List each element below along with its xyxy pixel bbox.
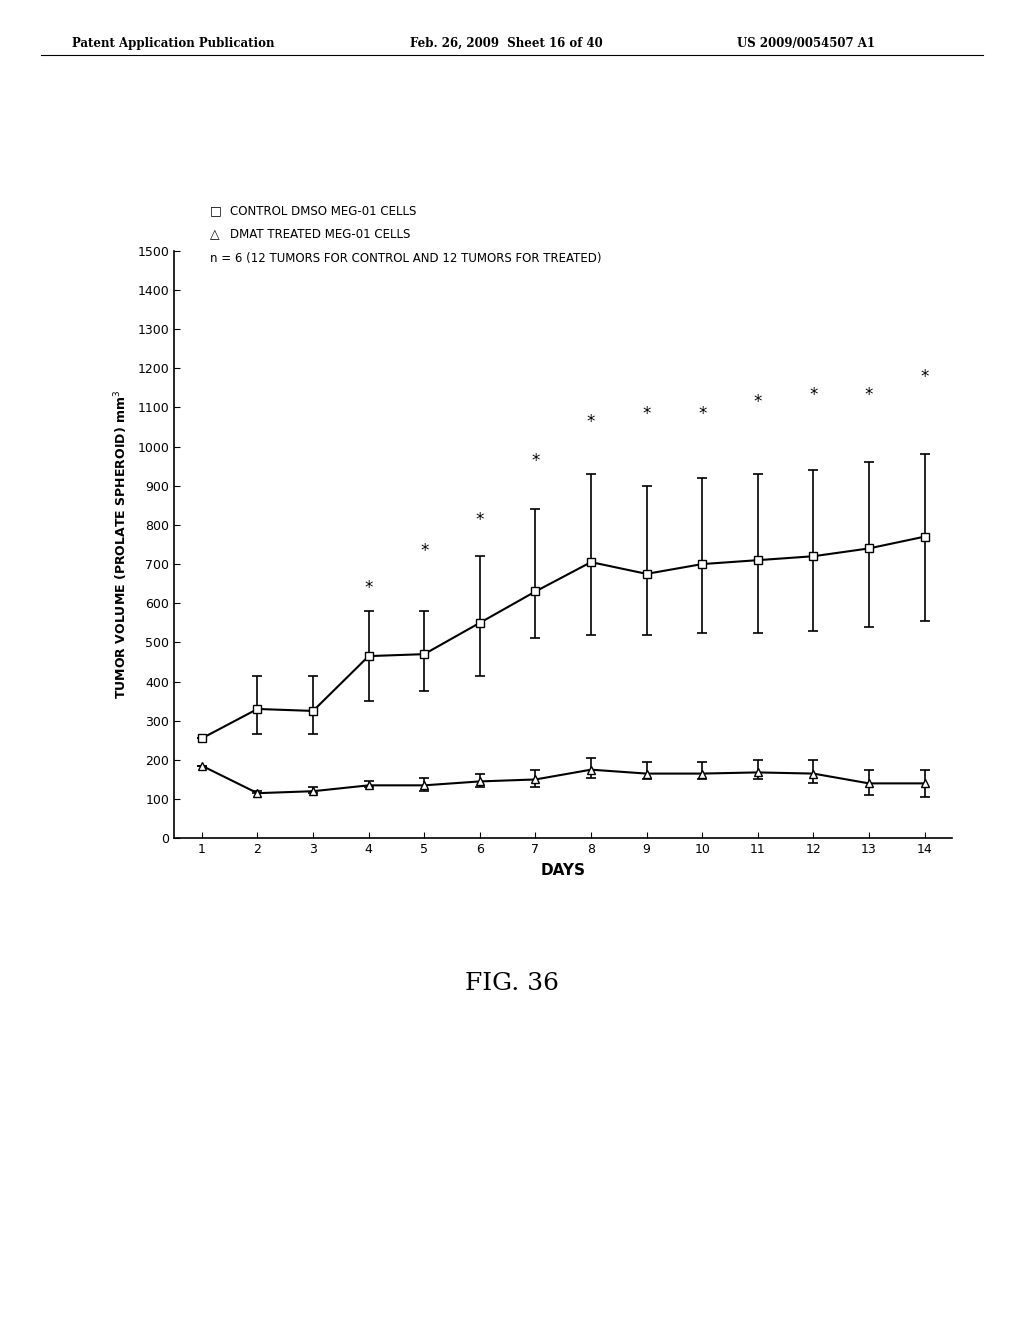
Text: *: * [754,393,762,412]
Text: *: * [531,451,540,470]
Text: CONTROL DMSO MEG-01 CELLS: CONTROL DMSO MEG-01 CELLS [230,205,417,218]
Text: *: * [365,579,373,598]
Y-axis label: TUMOR VOLUME (PROLATE SPHEROID) mm$^3$: TUMOR VOLUME (PROLATE SPHEROID) mm$^3$ [113,389,130,700]
Text: *: * [864,385,873,404]
Text: △: △ [210,228,219,242]
Text: *: * [420,543,428,560]
Text: US 2009/0054507 A1: US 2009/0054507 A1 [737,37,876,50]
Text: □: □ [210,205,221,218]
Text: Feb. 26, 2009  Sheet 16 of 40: Feb. 26, 2009 Sheet 16 of 40 [410,37,602,50]
X-axis label: DAYS: DAYS [541,863,586,878]
Text: *: * [809,385,817,404]
Text: *: * [642,405,651,424]
Text: *: * [698,405,707,424]
Text: *: * [921,368,929,385]
Text: DMAT TREATED MEG-01 CELLS: DMAT TREATED MEG-01 CELLS [230,228,411,242]
Text: *: * [587,413,595,430]
Text: n = 6 (12 TUMORS FOR CONTROL AND 12 TUMORS FOR TREATED): n = 6 (12 TUMORS FOR CONTROL AND 12 TUMO… [210,252,601,265]
Text: *: * [475,511,484,529]
Text: FIG. 36: FIG. 36 [465,972,559,995]
Text: Patent Application Publication: Patent Application Publication [72,37,274,50]
